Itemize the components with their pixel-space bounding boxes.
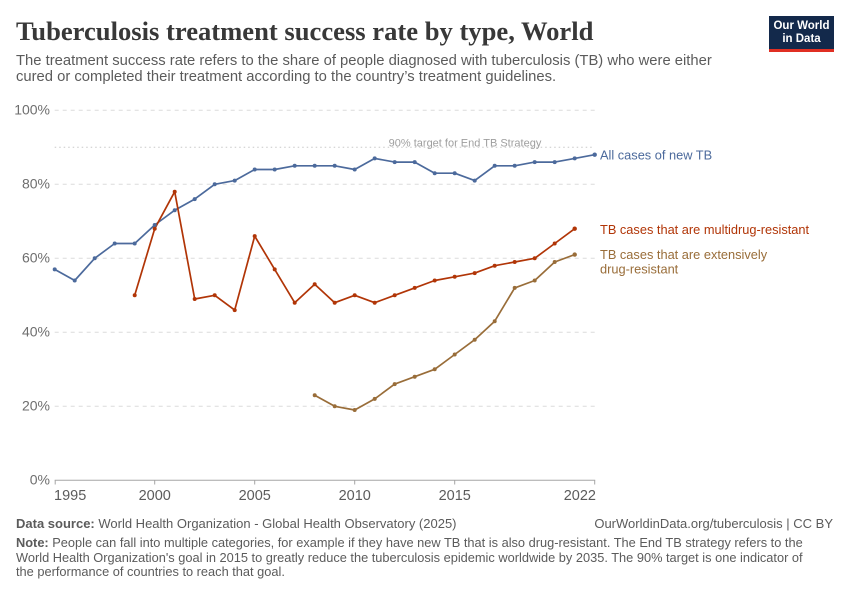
svg-text:2010: 2010 — [339, 488, 371, 504]
svg-text:80%: 80% — [22, 176, 50, 192]
svg-text:2000: 2000 — [139, 488, 171, 504]
svg-text:0%: 0% — [30, 472, 50, 488]
svg-text:90% target for End TB Strategy: 90% target for End TB Strategy — [389, 137, 542, 149]
svg-text:100%: 100% — [14, 102, 50, 118]
svg-text:60%: 60% — [22, 250, 50, 266]
svg-text:TB cases that are multidrug-re: TB cases that are multidrug-resistant — [600, 222, 810, 237]
svg-text:2005: 2005 — [239, 488, 271, 504]
svg-text:1995: 1995 — [54, 488, 86, 504]
svg-text:2022: 2022 — [564, 488, 596, 504]
svg-text:2015: 2015 — [439, 488, 471, 504]
svg-text:All cases of new TB: All cases of new TB — [600, 148, 712, 163]
svg-text:TB cases that are extensively: TB cases that are extensively — [600, 247, 768, 262]
svg-text:40%: 40% — [22, 324, 50, 340]
svg-text:20%: 20% — [22, 398, 50, 414]
svg-text:drug-resistant: drug-resistant — [600, 261, 679, 276]
